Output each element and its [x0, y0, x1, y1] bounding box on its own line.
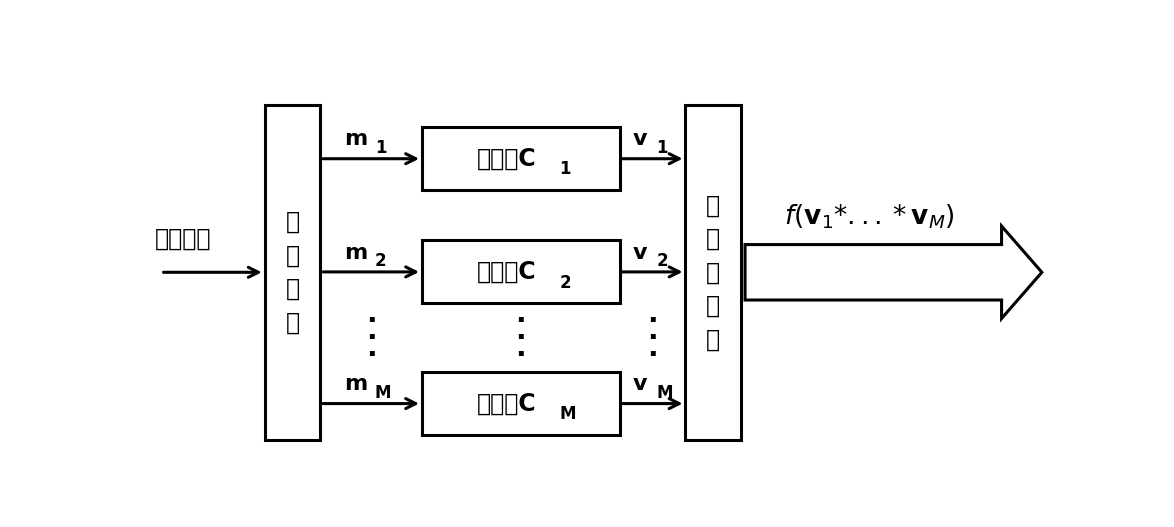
Text: M: M	[560, 405, 576, 423]
Text: $f(\mathbf{v}_1\mathit{*...* }\mathbf{v}_{\mathit{M}})$: $f(\mathbf{v}_1\mathit{*...* }\mathbf{v}…	[784, 202, 956, 231]
Bar	[421, 240, 620, 304]
Text: 输入数据: 输入数据	[155, 227, 211, 251]
Text: ·: ·	[366, 307, 377, 335]
Bar	[264, 105, 321, 440]
Text: 2: 2	[375, 252, 386, 270]
Bar	[421, 372, 620, 435]
Text: 2: 2	[560, 274, 571, 291]
Text: 编码器C: 编码器C	[477, 147, 537, 171]
Text: 1: 1	[560, 161, 571, 179]
Text: 串
并
转
换: 串 并 转 换	[285, 210, 299, 335]
Text: M: M	[656, 384, 673, 402]
Text: $\mathbf{m}$: $\mathbf{m}$	[344, 242, 367, 262]
Bar	[421, 127, 620, 190]
Text: 编码器C: 编码器C	[477, 392, 537, 416]
Text: ·: ·	[515, 307, 526, 335]
Text: 信
号
映
射
器: 信 号 映 射 器	[707, 193, 721, 352]
Text: $\mathbf{v}$: $\mathbf{v}$	[633, 130, 648, 150]
Text: ·: ·	[366, 340, 377, 369]
Text: ·: ·	[515, 340, 526, 369]
Text: ·: ·	[647, 324, 657, 352]
Text: M: M	[375, 384, 391, 402]
Text: 1: 1	[656, 139, 668, 157]
Polygon shape	[745, 226, 1041, 318]
Text: $\mathbf{m}$: $\mathbf{m}$	[344, 374, 367, 394]
Text: 1: 1	[375, 139, 386, 157]
Text: $\mathbf{v}$: $\mathbf{v}$	[633, 242, 648, 262]
Text: $\mathbf{v}$: $\mathbf{v}$	[633, 374, 648, 394]
Bar	[686, 105, 741, 440]
Text: 2: 2	[656, 252, 668, 270]
Text: ·: ·	[515, 324, 526, 352]
Text: 编码器C: 编码器C	[477, 260, 537, 284]
Text: ·: ·	[647, 307, 657, 335]
Text: $\mathbf{m}$: $\mathbf{m}$	[344, 130, 367, 150]
Text: ·: ·	[647, 340, 657, 369]
Text: ·: ·	[366, 324, 377, 352]
